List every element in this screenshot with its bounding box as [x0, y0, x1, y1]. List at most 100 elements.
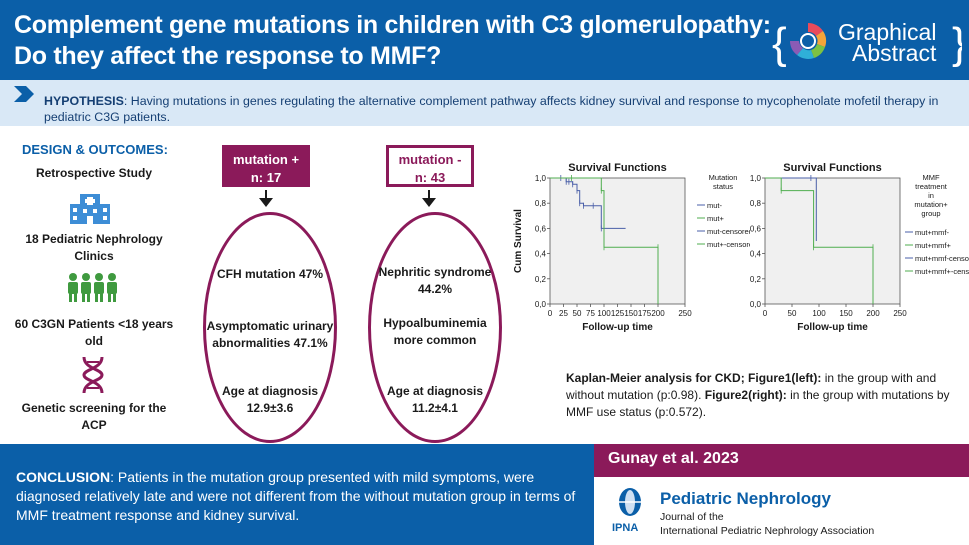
- y-axis-label: Cum Survival: [513, 209, 524, 273]
- y-tick-label: 0,8: [535, 199, 547, 208]
- y-tick-label: 0,2: [535, 275, 547, 284]
- legend-title: in: [928, 191, 934, 200]
- arrow-down-icon: [259, 190, 273, 207]
- dna-icon: [82, 356, 104, 394]
- citation-band: [594, 444, 969, 477]
- legend-title: mutation+: [914, 200, 948, 209]
- mutation-pos-label: mutation +: [232, 152, 300, 167]
- legend-label: mut+mmf-: [915, 228, 949, 237]
- chart-title: Survival Functions: [783, 162, 881, 174]
- title-line2: Do they affect the response to MMF?: [14, 42, 442, 70]
- mutation-neg-box: mutation - n: 43: [386, 145, 474, 187]
- neg-finding-age-label: Age at diagnosis: [386, 384, 484, 398]
- neg-finding-hypoalbuminemia: Hypoalbuminemia more common: [383, 316, 487, 347]
- x-tick-label: 100: [812, 309, 826, 318]
- design-item-study: Retrospective Study: [35, 166, 153, 180]
- mutation-pos-ellipse: [203, 212, 337, 443]
- x-tick-label: 75: [586, 309, 595, 318]
- y-tick-label: 1,0: [750, 174, 762, 183]
- people-icon: [68, 273, 117, 302]
- legend-label: mut+mmf-censored: [915, 254, 969, 263]
- badge-line1: Graphical: [838, 19, 937, 45]
- legend-title: treatment: [915, 182, 948, 191]
- x-tick-label: 0: [548, 309, 553, 318]
- y-tick-label: 0,8: [750, 199, 762, 208]
- journal-subtitle: Journal of the International Pediatric N…: [660, 510, 874, 538]
- journal-line2: International Pediatric Nephrology Assoc…: [660, 525, 875, 537]
- legend-label: mut-censored: [707, 227, 750, 236]
- svg-text:}: }: [952, 19, 962, 68]
- mutation-neg-count: n: 43: [414, 170, 446, 185]
- legend-label: mut+mmf+-censored: [915, 267, 969, 276]
- conclusion-band: [0, 444, 594, 545]
- title-line1: Complement gene mutations in children wi…: [14, 11, 771, 39]
- chart-title: Survival Functions: [568, 162, 666, 174]
- y-tick-label: 0,4: [535, 250, 547, 259]
- y-tick-label: 0,2: [750, 275, 762, 284]
- svg-text:{: {: [772, 19, 787, 68]
- km-chart-left: Survival Functions 0,0 0,2 0,4 0,6 0,8 1,0 0 25 5…: [513, 162, 750, 333]
- hypothesis-body: : Having mutations in genes regulating t…: [44, 94, 939, 124]
- x-tick-label: 200: [651, 309, 665, 318]
- y-tick-label: 0,6: [535, 224, 547, 233]
- legend-title: group: [921, 209, 940, 218]
- km-caption-t1: in the group with and without mutation (…: [566, 371, 937, 402]
- x-axis-label: Follow-up time: [582, 322, 653, 333]
- page-title: Complement gene mutations in children wi…: [14, 10, 784, 72]
- hypothesis-band: [0, 80, 969, 126]
- plot-area: [764, 177, 901, 305]
- legend-label: mut-: [707, 201, 723, 210]
- x-tick-label: 25: [559, 309, 568, 318]
- y-tick-label: 1,0: [535, 174, 547, 183]
- mutation-pos-box: mutation + n: 17: [222, 145, 310, 187]
- x-tick-label: 50: [573, 309, 582, 318]
- pos-finding-age-label: Age at diagnosis: [221, 384, 319, 398]
- legend-label: mut+-censored: [707, 240, 750, 249]
- hypothesis-text: HYPOTHESIS: Having mutations in genes re…: [44, 93, 964, 125]
- y-tick-label: 0,0: [750, 300, 762, 309]
- y-tick-label: 0,6: [750, 224, 762, 233]
- conclusion-text: CONCLUSION: Patients in the mutation gro…: [16, 468, 586, 525]
- ipna-text: IPNA: [612, 522, 639, 534]
- citation-author: Gunay et al. 2023: [608, 450, 739, 467]
- y-tick-label: 0,4: [750, 250, 762, 259]
- x-tick-label: 200: [866, 309, 880, 318]
- journal-line1: Journal of the: [660, 511, 724, 523]
- series-line: [765, 177, 817, 241]
- legend-label: mut+: [707, 214, 725, 223]
- series-line: [550, 177, 659, 304]
- x-axis-label: Follow-up time: [797, 322, 868, 333]
- hospital-icon: [70, 194, 110, 224]
- x-tick-label: 125: [611, 309, 625, 318]
- x-tick-label: 150: [839, 309, 853, 318]
- chevron-right-icon: [14, 86, 34, 102]
- hypothesis-label: HYPOTHESIS: [44, 94, 124, 108]
- y-tick-label: 0,0: [535, 300, 547, 309]
- km-caption-t2: in the group with mutations by MMF use s…: [566, 388, 950, 419]
- conclusion-label: CONCLUSION: [16, 469, 111, 485]
- ipna-logo-icon: [619, 488, 641, 516]
- x-tick-label: 50: [788, 309, 797, 318]
- legend-title: Mutation: [709, 173, 738, 182]
- pos-finding-age-value: 12.9±3.6: [246, 401, 294, 415]
- pos-finding-asymptomatic: Asymptomatic urinary abnormalities 47.1%: [206, 319, 334, 350]
- km-caption-b2: Figure2(right):: [704, 388, 787, 402]
- design-item-clinics: 18 Pediatric Nephrology Clinics: [25, 232, 163, 263]
- legend-title: status: [713, 182, 733, 191]
- graphical-abstract-logo-icon: { }: [772, 19, 962, 68]
- mutation-neg-label: mutation -: [398, 152, 462, 167]
- legend-title: MMF: [922, 173, 939, 182]
- x-tick-label: 250: [678, 309, 692, 318]
- x-tick-label: 175: [638, 309, 652, 318]
- neg-finding-age-value: 11.2±4.1: [412, 401, 458, 415]
- arrow-down-icon: [422, 190, 436, 207]
- design-title: DESIGN & OUTCOMES:: [22, 142, 168, 157]
- pos-finding-cfh: CFH mutation 47%: [216, 267, 323, 281]
- design-item-genetic: Genetic screening for the ACP: [21, 401, 167, 432]
- badge-line2: Abstract: [852, 40, 937, 66]
- mutation-pos-count: n: 17: [250, 170, 282, 185]
- km-caption-b1: Kaplan-Meier analysis for CKD; Figure1(l…: [566, 371, 822, 385]
- conclusion-body: : Patients in the mutation group present…: [16, 469, 576, 523]
- design-item-patients: 60 C3GN Patients <18 years old: [14, 317, 174, 348]
- plot-area: [549, 177, 686, 305]
